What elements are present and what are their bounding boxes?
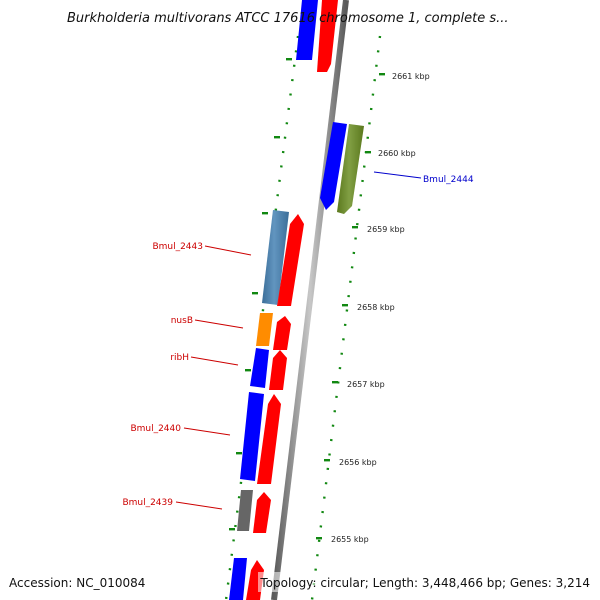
leader-nusb	[194, 319, 244, 329]
gene-forward-4[interactable]	[257, 394, 281, 484]
tick-marks	[316, 73, 385, 540]
tick-mark	[324, 459, 330, 462]
accession-text: Accession: NC_010084	[9, 576, 145, 590]
tick-mark	[274, 136, 280, 139]
label-ribh[interactable]: ribH	[170, 353, 189, 363]
gene-forward-5[interactable]	[253, 492, 271, 533]
tick-label: 2661 kbp	[392, 72, 430, 81]
gene-bmul-2440[interactable]	[240, 392, 264, 481]
leader-bmul-2440	[183, 427, 231, 436]
tick-mark	[262, 212, 268, 215]
gene-bmul-2439[interactable]	[237, 490, 253, 531]
tick-label: 2660 kbp	[378, 149, 416, 158]
label-bmul-2439[interactable]: Bmul_2439	[122, 498, 173, 508]
tick-mark	[332, 381, 338, 384]
tick-mark	[379, 73, 385, 76]
tick-mark	[229, 528, 235, 531]
gene-reverse-bottom[interactable]	[229, 558, 247, 600]
footer-backdrop	[258, 572, 594, 592]
gene-forward-3[interactable]	[269, 350, 287, 390]
tick-mark	[352, 226, 358, 229]
label-nusb[interactable]: nusB	[171, 316, 193, 326]
tick-label: 2657 kbp	[347, 380, 385, 389]
gene-ribh[interactable]	[250, 348, 269, 388]
leader-bmul-2439	[175, 501, 223, 510]
gene-forward-2[interactable]	[273, 316, 291, 350]
gene-nusb[interactable]	[256, 313, 273, 346]
leader-bmul-2444	[373, 171, 422, 179]
tick-label: 2658 kbp	[357, 303, 395, 312]
genome-backbone	[271, 0, 349, 600]
leader-ribh	[190, 356, 239, 366]
label-bmul-2440[interactable]: Bmul_2440	[130, 424, 181, 434]
tick-mark	[365, 151, 371, 154]
map-title: Burkholderia multivorans ATCC 17616 chro…	[67, 11, 509, 26]
tick-mark	[316, 537, 322, 540]
label-bmul-2443[interactable]: Bmul_2443	[152, 242, 203, 252]
tick-label: 2659 kbp	[367, 225, 405, 234]
topology-text: Topology: circular; Length: 3,448,466 bp…	[259, 576, 590, 590]
gene-reverse-top[interactable]	[296, 0, 318, 60]
tick-label: 2655 kbp	[331, 535, 369, 544]
ruler-dots-outer	[310, 35, 382, 600]
tick-mark	[245, 369, 251, 372]
label-leaders	[175, 171, 422, 510]
tick-label: 2656 kbp	[339, 458, 377, 467]
leader-bmul-2443	[204, 245, 252, 256]
gene-forward-top[interactable]	[317, 0, 338, 72]
tick-mark	[286, 58, 292, 61]
gene-labels: Bmul_2444 Bmul_2443 nusB ribH Bmul_2440 …	[122, 175, 473, 508]
tick-mark	[236, 452, 242, 455]
tick-mark	[252, 292, 258, 295]
reverse-strand-genes[interactable]	[229, 0, 318, 600]
tick-labels: 2661 kbp 2660 kbp 2659 kbp 2658 kbp 2657…	[331, 72, 430, 544]
label-bmul-2444[interactable]: Bmul_2444	[423, 175, 474, 185]
tick-mark	[342, 304, 348, 307]
